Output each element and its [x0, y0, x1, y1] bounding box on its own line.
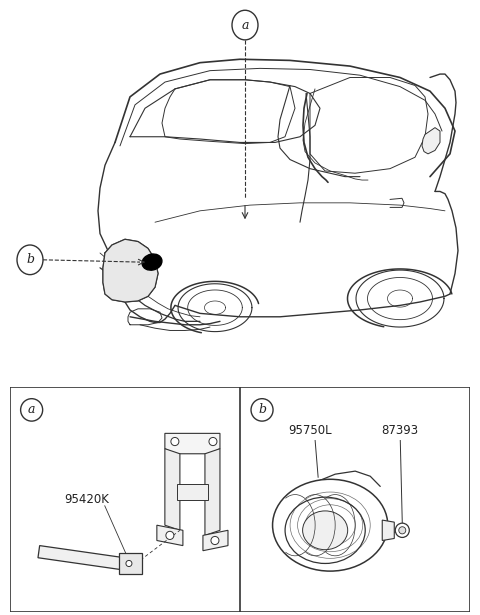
Text: 95420K: 95420K: [65, 493, 109, 506]
Text: 87393: 87393: [382, 424, 419, 437]
Polygon shape: [205, 449, 220, 536]
Ellipse shape: [142, 254, 162, 270]
Polygon shape: [38, 546, 129, 571]
Circle shape: [171, 437, 179, 446]
Circle shape: [232, 10, 258, 40]
Text: a: a: [241, 18, 249, 31]
Circle shape: [395, 523, 409, 538]
Circle shape: [251, 399, 273, 421]
Polygon shape: [103, 239, 158, 302]
Circle shape: [211, 536, 219, 545]
Polygon shape: [119, 554, 142, 574]
Circle shape: [399, 526, 406, 534]
Circle shape: [166, 531, 174, 539]
Polygon shape: [177, 485, 208, 499]
Polygon shape: [157, 525, 183, 546]
Ellipse shape: [285, 497, 365, 563]
Text: 95750L: 95750L: [288, 424, 332, 437]
Text: a: a: [28, 403, 36, 416]
Circle shape: [126, 560, 132, 566]
Ellipse shape: [302, 511, 348, 550]
Polygon shape: [165, 449, 180, 530]
Text: b: b: [258, 403, 266, 416]
Ellipse shape: [273, 479, 388, 571]
Circle shape: [209, 437, 217, 446]
Polygon shape: [203, 530, 228, 550]
Polygon shape: [382, 520, 394, 541]
Circle shape: [17, 245, 43, 275]
Text: b: b: [26, 253, 34, 266]
Circle shape: [21, 399, 43, 421]
Polygon shape: [165, 434, 220, 454]
Polygon shape: [422, 128, 440, 154]
